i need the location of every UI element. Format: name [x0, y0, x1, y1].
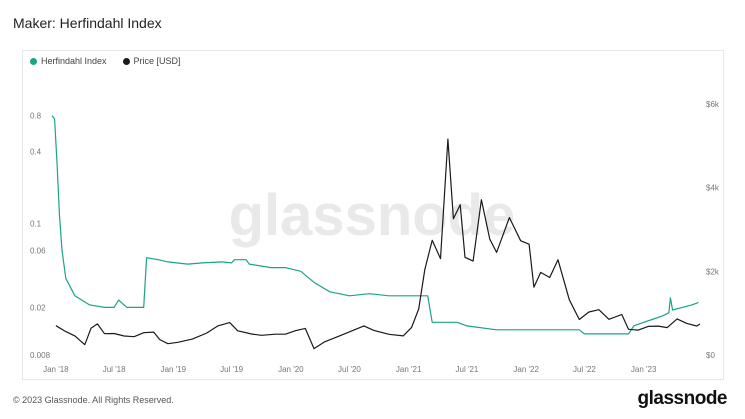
legend-item-price[interactable]: Price [USD] [122, 56, 181, 66]
y-left-tick-label: 0.8 [30, 112, 42, 121]
x-tick-label: Jul '21 [456, 365, 479, 374]
x-tick-label: Jan '18 [43, 365, 69, 374]
y-right-tick-label: $4k [706, 184, 720, 193]
y-right-tick-label: $0 [706, 351, 715, 360]
legend-dot-price [122, 57, 130, 65]
legend-label-price: Price [USD] [133, 56, 181, 66]
x-tick-label: Jul '20 [338, 365, 361, 374]
x-tick-label: Jul '22 [573, 365, 596, 374]
copyright-text: © 2023 Glassnode. All Rights Reserved. [13, 395, 174, 405]
x-tick-label: Jan '19 [161, 365, 187, 374]
legend: Herfindahl Index Price [USD] [30, 56, 181, 66]
x-tick-label: Jul '18 [103, 365, 126, 374]
herfindahl-line [51, 115, 699, 335]
y-left-tick-label: 0.4 [30, 148, 42, 157]
y-right-tick-label: $6k [706, 100, 720, 109]
chart-title: Maker: Herfindahl Index [13, 15, 162, 31]
price-line [55, 138, 701, 350]
legend-dot-herfindahl [30, 57, 37, 65]
x-tick-label: Jul '19 [220, 365, 243, 374]
x-tick-label: Jan '21 [396, 365, 422, 374]
y-left-tick-label: 0.1 [30, 220, 42, 229]
x-tick-label: Jan '22 [513, 365, 539, 374]
legend-label-herfindahl: Herfindahl Index [41, 56, 107, 66]
y-left-tick-label: 0.02 [30, 303, 46, 312]
legend-item-herfindahl[interactable]: Herfindahl Index [30, 56, 107, 66]
y-left-tick-label: 0.06 [30, 246, 46, 255]
y-left-tick-label: 0.008 [30, 351, 51, 360]
y-right-tick-label: $2k [706, 267, 720, 276]
chart-panel [22, 50, 724, 380]
watermark: glassnode [229, 183, 516, 248]
x-tick-label: Jan '23 [631, 365, 657, 374]
brand-logo[interactable]: glassnode [637, 388, 728, 409]
x-tick-label: Jan '20 [278, 365, 304, 374]
